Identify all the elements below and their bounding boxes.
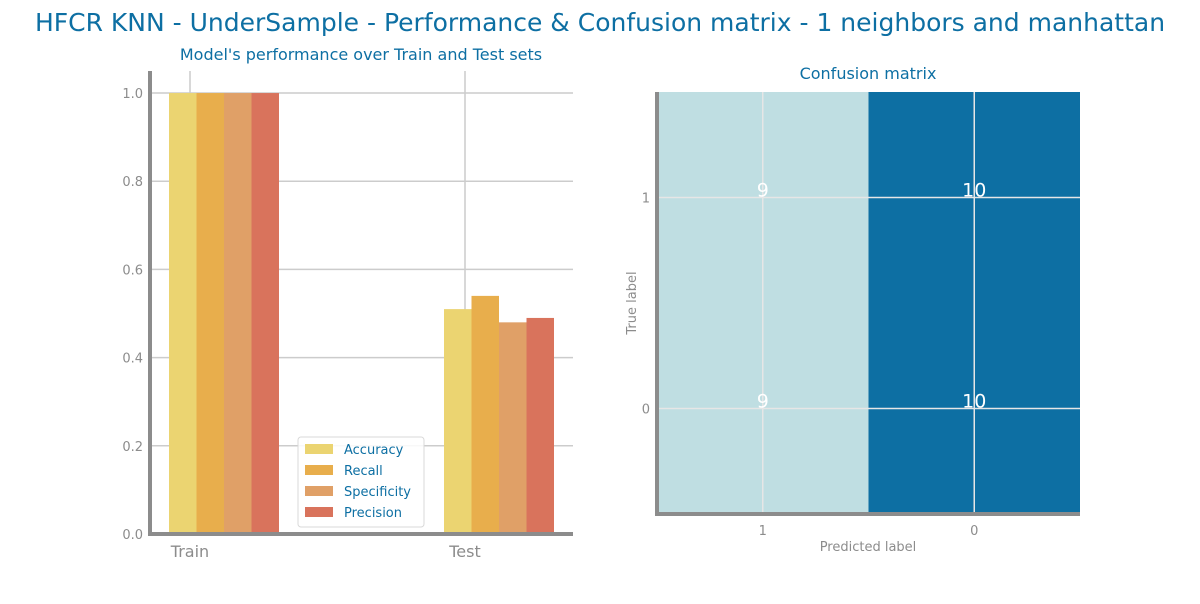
y-tick-label: 0.8 — [122, 175, 143, 190]
bar-specificity — [499, 322, 527, 534]
confusion-matrix-value: 9 — [757, 391, 769, 413]
legend-label: Specificity — [344, 485, 411, 500]
legend-swatch — [305, 486, 333, 496]
legend-label: Recall — [344, 464, 383, 479]
bar-precision — [526, 317, 554, 534]
confusion-matrix-value: 10 — [962, 180, 986, 202]
figure-title: HFCR KNN - UnderSample - Performance & C… — [35, 8, 1165, 37]
cm-y-tick-label: 1 — [642, 192, 650, 207]
legend-swatch — [305, 444, 333, 454]
bar-recall — [471, 295, 499, 534]
confusion-matrix-chart: Confusion matrix Predicted label True la… — [625, 64, 1080, 555]
confusion-matrix-title: Confusion matrix — [800, 64, 937, 83]
bar-accuracy — [169, 93, 197, 535]
bar-chart-title: Model's performance over Train and Test … — [180, 45, 542, 64]
x-tick-label: Test — [448, 542, 481, 561]
legend-swatch — [305, 465, 333, 475]
legend-swatch — [305, 507, 333, 517]
cm-y-tick-label: 0 — [642, 403, 650, 418]
y-tick-label: 0.2 — [122, 440, 143, 455]
y-tick-label: 0.0 — [122, 528, 143, 543]
bar-precision — [251, 93, 279, 535]
legend: Accuracy Recall Specificity Precision — [297, 436, 425, 528]
cm-x-tick-label: 0 — [970, 524, 978, 539]
legend-label: Precision — [344, 506, 402, 521]
legend-box — [297, 436, 425, 528]
x-tick-label: Train — [170, 542, 209, 561]
performance-bar-chart: Model's performance over Train and Test … — [122, 45, 573, 561]
bar-specificity — [224, 93, 252, 535]
bar-recall — [196, 93, 224, 535]
cm-x-tick-label: 1 — [759, 524, 767, 539]
y-tick-label: 0.4 — [122, 352, 143, 367]
confusion-matrix-value: 9 — [757, 180, 769, 202]
y-tick-label: 0.6 — [122, 263, 143, 278]
confusion-matrix-value: 10 — [962, 391, 986, 413]
legend-label: Accuracy — [344, 443, 404, 458]
confusion-matrix-x-axis-label: Predicted label — [820, 540, 917, 555]
confusion-matrix-y-axis-label: True label — [625, 271, 640, 335]
bar-accuracy — [444, 309, 472, 534]
y-tick-label: 1.0 — [122, 87, 143, 102]
